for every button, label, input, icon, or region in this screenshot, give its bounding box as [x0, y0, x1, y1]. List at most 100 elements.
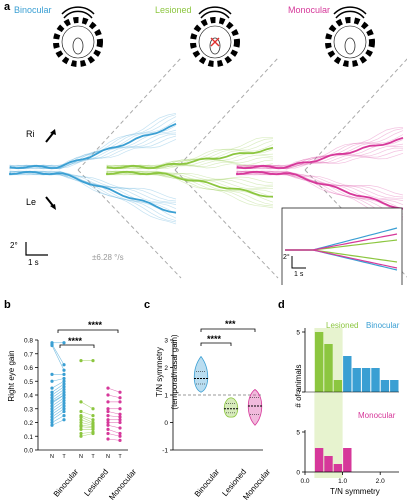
inset-scale-bar [291, 256, 306, 269]
drum-icon-binocular [53, 6, 103, 67]
data-point-nasal [106, 414, 110, 418]
trace-individual-le [106, 170, 274, 209]
trace-mean-le [236, 170, 404, 210]
panel-b-sig-2: **** [88, 320, 103, 330]
trace-individual-ri [106, 153, 274, 170]
data-point-nasal [106, 437, 110, 441]
data-point-temporal [62, 376, 66, 381]
pair-line [107, 429, 121, 434]
panel-b-sig-1: **** [68, 336, 83, 346]
panel-c-sig-1: *** [225, 319, 236, 329]
data-point-temporal [118, 407, 122, 411]
data-point-temporal [118, 412, 122, 416]
panel-c-letter: c [144, 299, 151, 311]
trace-mean-le [106, 170, 274, 198]
data-point-nasal [79, 400, 83, 404]
velocity-label: ±6.28 °/s [92, 253, 124, 262]
pair-line [51, 419, 65, 426]
data-point-temporal [62, 398, 66, 403]
data-point-nasal [50, 372, 54, 376]
data-point-nasal [50, 409, 54, 414]
x-tick-label: 1.0 [338, 478, 347, 485]
trace-individual-le [236, 170, 404, 201]
data-point-temporal [91, 418, 95, 422]
pair-line [107, 415, 121, 418]
y-tick-label: 3 [164, 338, 168, 345]
sig-bracket-1 [59, 344, 95, 348]
trace-individual-ri [106, 144, 274, 170]
data-point-temporal [62, 409, 66, 414]
pair-line [107, 411, 121, 415]
pair-line [51, 386, 65, 396]
drum-icon-lesioned [190, 6, 240, 67]
histogram-bar [314, 332, 324, 392]
data-point-nasal [50, 393, 54, 397]
histogram-bar [371, 368, 380, 392]
pair-label: T [62, 454, 66, 460]
y-tick-label: 0 [296, 470, 300, 477]
y-tick-label: 0.0 [24, 448, 33, 455]
data-point-temporal [62, 390, 66, 394]
trace-mean-le [9, 170, 177, 214]
data-point-temporal [91, 359, 95, 363]
pair-line [80, 422, 94, 426]
pair-line [80, 433, 94, 437]
pair-line [80, 419, 94, 425]
y-tick-label: 2 [164, 365, 168, 372]
pair-line [80, 426, 94, 429]
data-point-nasal [79, 425, 83, 429]
pair-line [51, 378, 65, 382]
inset-scale-y-label: 2° [283, 254, 290, 261]
pair-line [107, 424, 121, 429]
scale-y-label: 2° [10, 241, 18, 250]
y-tick-label: 5 [296, 430, 300, 437]
data-point-nasal [106, 407, 110, 411]
data-point-nasal [106, 427, 110, 431]
data-point-temporal [91, 407, 95, 411]
data-point-temporal [91, 414, 95, 418]
trace-individual-ri [236, 128, 404, 170]
histogram-bar [343, 356, 352, 392]
panel-b-letter: b [4, 299, 11, 311]
pair-line [51, 345, 65, 371]
pair-line [51, 411, 65, 420]
data-point-nasal [50, 420, 54, 425]
trace-individual-le [9, 170, 177, 225]
trace-individual-ri [106, 149, 274, 170]
histogram-bar [361, 368, 371, 392]
panel-d-letter: d [278, 299, 285, 311]
pair-line [51, 408, 65, 418]
panel-c-chart: -1 0 1 2 3 [162, 328, 263, 455]
legend-binocular: Binocular [366, 321, 400, 330]
data-point-nasal [50, 418, 54, 422]
trace-individual-ri [236, 139, 404, 170]
data-point-temporal [62, 414, 66, 418]
data-point-temporal [62, 382, 66, 386]
data-point-temporal [62, 379, 66, 383]
x-tick-label: 0.0 [300, 478, 309, 485]
data-point-temporal [118, 390, 122, 394]
y-tick-label: 0.1 [24, 434, 33, 441]
sig-bracket-c2 [200, 328, 256, 332]
data-point-temporal [62, 404, 66, 408]
pair-line [51, 343, 65, 365]
velocity-line-up [174, 57, 279, 171]
data-point-nasal [50, 390, 54, 394]
pair-line [51, 397, 65, 407]
data-point-temporal [62, 387, 66, 392]
data-point-temporal [118, 396, 122, 400]
pair-line [80, 416, 94, 423]
pair-line [107, 433, 121, 437]
y-tick-label: 0.2 [24, 420, 33, 427]
trace-individual-ri [9, 132, 177, 170]
data-point-temporal [118, 434, 122, 438]
ri-label: Ri [26, 129, 35, 139]
trace-individual-ri [236, 134, 404, 170]
panel-a-letter: a [4, 1, 11, 13]
data-point-nasal [106, 386, 110, 390]
histogram-bar [352, 368, 361, 392]
velocity-line-up [77, 57, 182, 171]
ri-arrowhead-icon [50, 129, 56, 135]
data-point-temporal [91, 427, 95, 431]
trace-individual-ri [9, 125, 177, 170]
